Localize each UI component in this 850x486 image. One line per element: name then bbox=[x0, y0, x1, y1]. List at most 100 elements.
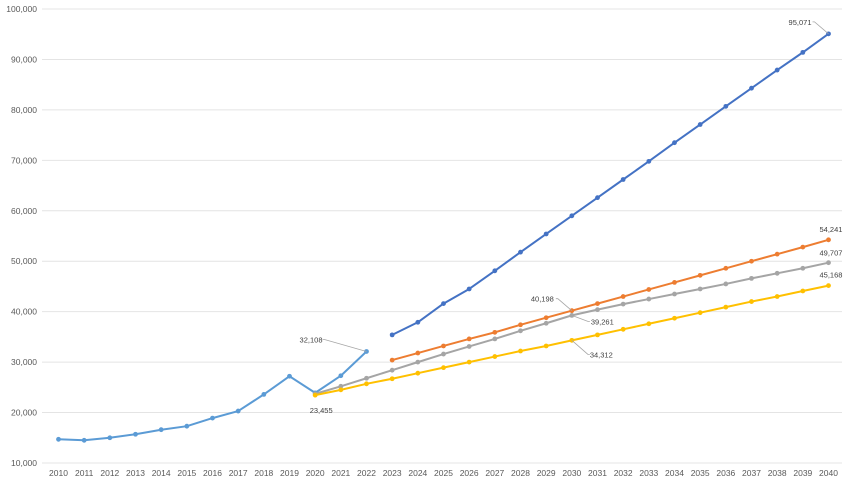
data-point bbox=[723, 265, 729, 271]
data-point bbox=[697, 286, 703, 292]
y-tick-label: 30,000 bbox=[11, 357, 37, 367]
data-point bbox=[672, 315, 677, 321]
data-label: 49,707 bbox=[820, 249, 843, 258]
series-3 bbox=[312, 260, 831, 397]
data-point bbox=[81, 437, 87, 443]
data-point bbox=[672, 280, 677, 285]
data-point bbox=[415, 350, 421, 356]
data-point bbox=[518, 322, 523, 328]
x-tick-label: 2028 bbox=[511, 468, 530, 478]
data-point bbox=[492, 268, 498, 274]
x-tick-label: 2023 bbox=[383, 468, 402, 478]
data-point bbox=[697, 272, 703, 278]
series-line bbox=[391, 238, 829, 362]
y-tick-label: 80,000 bbox=[11, 105, 37, 115]
data-point bbox=[569, 213, 575, 219]
data-point bbox=[774, 67, 780, 73]
data-point bbox=[415, 370, 421, 376]
series-1 bbox=[389, 31, 831, 338]
data-point bbox=[543, 343, 549, 349]
data-label: 54,241 bbox=[820, 225, 843, 234]
data-label: 34,312 bbox=[590, 350, 613, 359]
data-point bbox=[774, 251, 780, 257]
data-label: 23,455 bbox=[310, 406, 333, 415]
data-point bbox=[723, 103, 729, 109]
series-line bbox=[58, 350, 368, 442]
data-point bbox=[595, 332, 600, 338]
x-tick-label: 2037 bbox=[742, 468, 761, 478]
data-point bbox=[107, 435, 113, 441]
y-axis: 10,000 20,000 30,000 40,000 50,000 60,000 70,0… bbox=[6, 4, 37, 468]
data-label: 32,108 bbox=[300, 335, 323, 344]
data-point bbox=[646, 321, 652, 327]
x-tick-label: 2038 bbox=[768, 468, 787, 478]
x-tick-label: 2025 bbox=[434, 468, 453, 478]
series-line bbox=[391, 33, 830, 336]
x-tick-label: 2021 bbox=[331, 468, 350, 478]
x-tick-label: 2013 bbox=[126, 468, 145, 478]
x-tick-label: 2010 bbox=[49, 468, 68, 478]
data-point bbox=[697, 122, 703, 127]
x-tick-label: 2035 bbox=[691, 468, 710, 478]
data-point bbox=[826, 283, 831, 288]
x-tick-label: 2036 bbox=[716, 468, 735, 478]
x-tick-label: 2039 bbox=[793, 468, 812, 478]
data-point bbox=[595, 195, 600, 201]
data-point bbox=[800, 49, 806, 55]
x-tick-label: 2016 bbox=[203, 468, 222, 478]
data-point bbox=[56, 436, 61, 442]
data-point bbox=[492, 329, 498, 335]
data-point bbox=[697, 310, 703, 316]
data-point bbox=[620, 326, 626, 332]
y-tick-label: 70,000 bbox=[11, 155, 37, 165]
data-point bbox=[749, 299, 754, 304]
data-point bbox=[749, 85, 754, 91]
data-point bbox=[543, 320, 549, 326]
series-4 bbox=[312, 283, 831, 398]
leader-line bbox=[571, 315, 590, 322]
data-point bbox=[466, 336, 472, 342]
data-point bbox=[364, 375, 369, 381]
data-point bbox=[338, 387, 344, 393]
data-point bbox=[338, 383, 344, 389]
data-point bbox=[210, 415, 215, 421]
x-tick-label: 2033 bbox=[639, 468, 658, 478]
data-point bbox=[800, 244, 806, 250]
data-point bbox=[441, 365, 446, 371]
y-tick-label: 50,000 bbox=[11, 256, 37, 266]
data-point bbox=[235, 408, 241, 414]
data-point bbox=[595, 307, 600, 313]
leader-line bbox=[571, 340, 590, 355]
x-tick-label: 2040 bbox=[819, 468, 838, 478]
data-point bbox=[287, 373, 292, 379]
x-tick-label: 2026 bbox=[460, 468, 479, 478]
series-lines bbox=[56, 31, 831, 443]
data-label: 39,261 bbox=[591, 317, 614, 326]
data-point bbox=[620, 294, 626, 299]
data-point bbox=[441, 343, 446, 349]
y-tick-label: 20,000 bbox=[11, 408, 37, 418]
x-axis: 2010 2011 2012 2013 2014 2015 2016 2017 2018 2019… bbox=[49, 468, 838, 478]
y-tick-label: 10,000 bbox=[11, 458, 37, 468]
data-point bbox=[518, 348, 523, 354]
data-point bbox=[441, 301, 446, 306]
data-point bbox=[620, 301, 626, 307]
data-point bbox=[338, 373, 344, 379]
data-point bbox=[620, 177, 626, 182]
data-label: 45,168 bbox=[820, 271, 843, 280]
series-2 bbox=[389, 237, 831, 363]
data-point bbox=[774, 294, 780, 299]
x-tick-label: 2017 bbox=[229, 468, 248, 478]
leader-line bbox=[812, 21, 829, 35]
x-tick-label: 2011 bbox=[75, 468, 94, 478]
data-point bbox=[543, 315, 549, 321]
x-tick-label: 2015 bbox=[177, 468, 196, 478]
gridlines bbox=[42, 8, 842, 464]
data-point bbox=[826, 260, 831, 266]
x-tick-label: 2034 bbox=[665, 468, 684, 478]
data-point bbox=[672, 140, 677, 146]
x-tick-label: 2024 bbox=[408, 468, 427, 478]
data-point bbox=[492, 336, 498, 342]
data-point bbox=[646, 296, 652, 302]
